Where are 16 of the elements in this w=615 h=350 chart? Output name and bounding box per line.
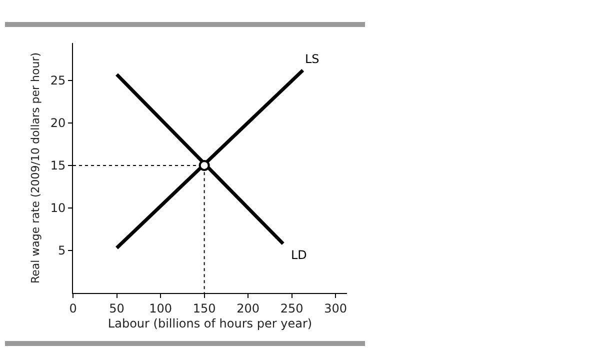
y-tick-label: 15 [50,158,66,173]
y-tick-label: 10 [50,201,66,216]
y-tick-label: 20 [50,116,66,130]
x-tick-label: 150 [192,301,216,316]
x-tick-label: 250 [280,301,304,316]
x-tick-label: 200 [236,301,260,316]
y-tick-label: 5 [58,244,66,258]
x-tick-label: 50 [109,301,124,316]
x-tick-label: 300 [324,301,348,316]
x-axis-title: Labour (billions of hours per year) [108,316,312,330]
y-tick-label: 25 [50,74,66,88]
x-tick-label: 100 [149,301,172,316]
x-tick-label: 0 [69,301,77,316]
series-label: LS [305,52,320,66]
series-label: LD [291,248,307,262]
y-axis-title: Real wage rate (2009/10 dollars per hour) [28,52,42,284]
